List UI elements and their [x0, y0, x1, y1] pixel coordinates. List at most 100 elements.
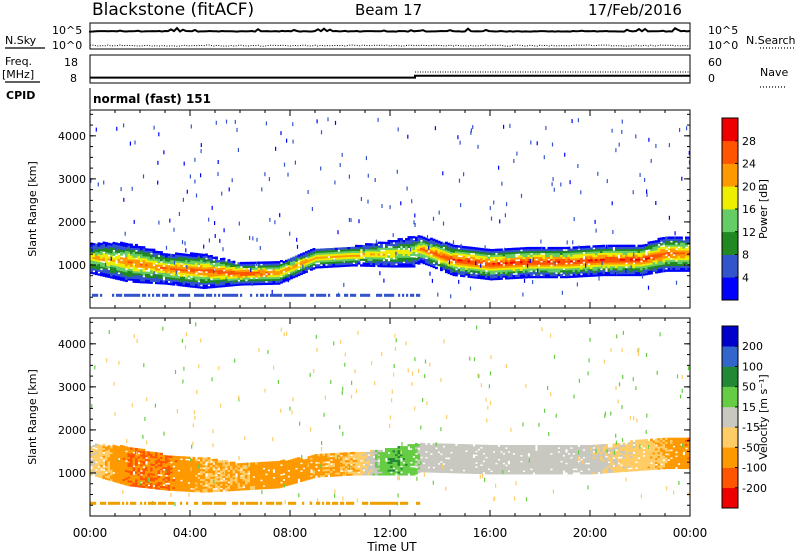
heatmap-cell [117, 248, 121, 252]
heatmap-cell [215, 279, 218, 283]
heatmap-cell [395, 255, 398, 258]
heatmap-cell [255, 269, 258, 272]
heatmap-cell [167, 273, 171, 276]
scatter-echo [410, 247, 412, 252]
heatmap-cell [397, 243, 401, 247]
heatmap-cell [627, 260, 631, 263]
heatmap-cell [155, 270, 158, 273]
heatmap-cell [420, 253, 423, 256]
heatmap-cell [210, 286, 213, 289]
heatmap-cell [487, 258, 491, 261]
heatmap-cell [125, 260, 128, 263]
heatmap-cell [202, 259, 206, 262]
heatmap-cell [655, 251, 658, 255]
heatmap-cell [332, 247, 336, 251]
heatmap-cell [107, 451, 111, 454]
heatmap-cell [472, 264, 476, 267]
heatmap-cell [385, 251, 388, 254]
heatmap-cell [475, 262, 478, 266]
heatmap-cell [157, 468, 161, 471]
heatmap-cell [345, 258, 348, 262]
heatmap-cell [257, 467, 261, 471]
scatter-echo [123, 197, 125, 202]
heatmap-cell [182, 280, 186, 283]
heatmap-cell [620, 271, 623, 275]
heatmap-cell [587, 247, 591, 250]
heatmap-cell [122, 267, 126, 270]
near-range-echo [178, 293, 181, 297]
heatmap-cell [295, 272, 298, 276]
heatmap-cell [207, 461, 211, 464]
scatter-echo [204, 258, 206, 263]
heatmap-cell [172, 277, 176, 280]
heatmap-cell [432, 263, 436, 267]
heatmap-cell [175, 268, 178, 271]
heatmap-cell [682, 255, 686, 259]
heatmap-cell [602, 254, 606, 257]
heatmap-cell [187, 470, 191, 473]
heatmap-cell [590, 257, 593, 260]
heatmap-cell [177, 279, 181, 283]
heatmap-cell [620, 273, 623, 277]
heatmap-cell [555, 268, 558, 271]
heatmap-cell [197, 480, 201, 483]
heatmap-cell [122, 459, 126, 462]
heatmap-cell [645, 245, 648, 249]
scatter-echo [536, 141, 538, 146]
heatmap-cell [687, 240, 691, 243]
heatmap-cell [215, 283, 218, 286]
heatmap-cell [137, 483, 141, 486]
heatmap-cell [112, 475, 116, 479]
heatmap-cell [210, 490, 213, 493]
heatmap-cell [412, 263, 416, 266]
heatmap-cell [377, 247, 381, 250]
scatter-echo [124, 231, 126, 236]
heatmap-cell [102, 245, 106, 248]
heatmap-cell [670, 265, 673, 268]
heatmap-cell [617, 264, 621, 267]
heatmap-cell [662, 238, 666, 242]
heatmap-cell [370, 260, 373, 264]
heatmap-cell [497, 271, 501, 275]
heatmap-cell [172, 254, 176, 257]
heatmap-cell [200, 476, 203, 480]
heatmap-cell [325, 256, 328, 259]
heatmap-cell [127, 262, 131, 266]
heatmap-cell [135, 247, 138, 251]
near-range-echo [386, 293, 389, 297]
heatmap-cell [600, 262, 603, 265]
nave-label: Nave [760, 66, 788, 79]
scatter-echo [577, 164, 579, 168]
heatmap-cell [247, 281, 251, 284]
heatmap-cell [255, 487, 258, 490]
heatmap-cell [157, 454, 161, 457]
heatmap-cell [555, 274, 558, 277]
heatmap-cell [555, 270, 558, 273]
heatmap-cell [102, 476, 106, 480]
heatmap-cell [462, 259, 466, 262]
heatmap-cell [142, 255, 146, 259]
heatmap-cell [482, 248, 486, 251]
heatmap-cell [622, 273, 626, 277]
heatmap-cell [655, 271, 658, 274]
scatter-echo [256, 237, 258, 242]
heatmap-cell [245, 482, 248, 485]
heatmap-cell [410, 263, 413, 266]
heatmap-cell [425, 253, 428, 256]
heatmap-cell [95, 472, 98, 476]
heatmap-cell [670, 267, 673, 270]
heatmap-cell [205, 274, 208, 278]
heatmap-cell [195, 264, 198, 267]
heatmap-cell [262, 483, 266, 486]
heatmap-cell [210, 260, 213, 264]
heatmap-cell [217, 262, 221, 265]
heatmap-cell [210, 272, 213, 275]
heatmap-cell [147, 455, 151, 458]
heatmap-cell [192, 485, 196, 489]
heatmap-cell [217, 483, 221, 487]
heatmap-cell [112, 473, 116, 477]
heatmap-cell [185, 280, 188, 284]
heatmap-cell [202, 474, 206, 478]
scatter-echo [90, 178, 92, 183]
heatmap-cell [220, 468, 223, 471]
